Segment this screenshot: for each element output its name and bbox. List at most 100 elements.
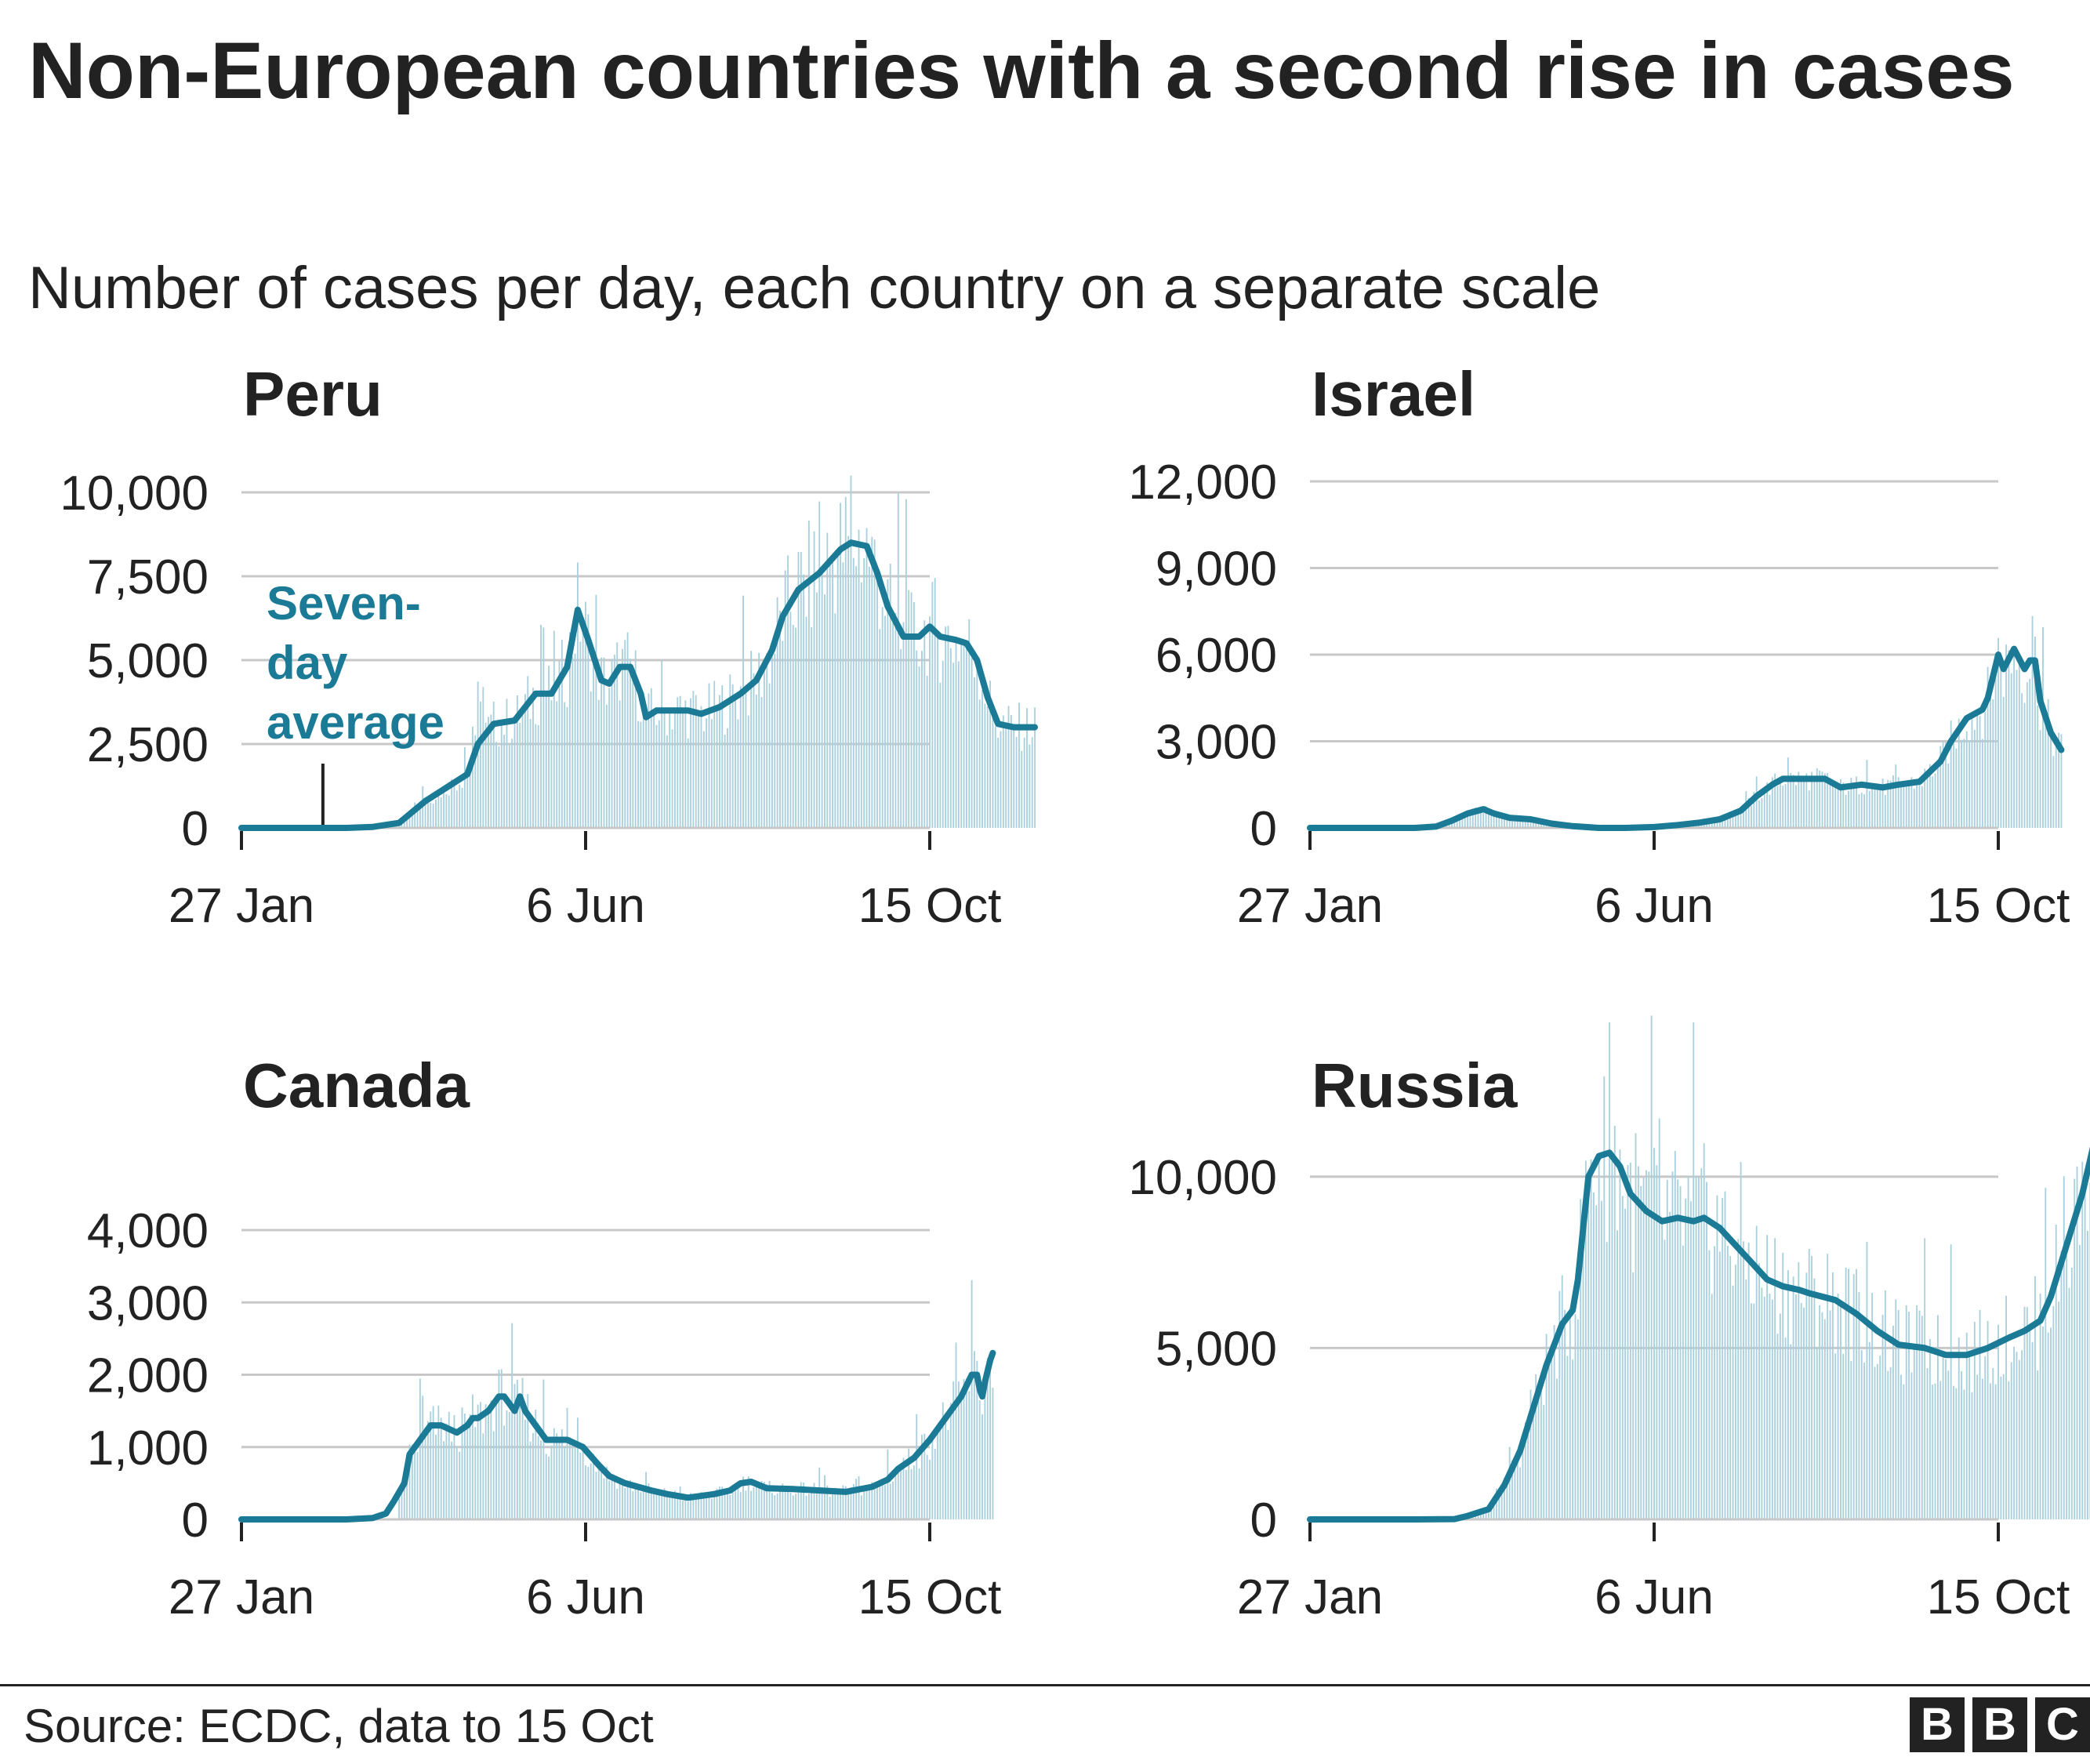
daily-case-bar [952,1381,955,1519]
daily-case-bar [813,531,815,828]
daily-case-bar [1005,724,1007,828]
daily-case-bar [1504,815,1505,828]
daily-case-bar [1026,708,1028,828]
daily-case-bar [2076,1167,2078,1519]
daily-case-bar [406,818,408,828]
daily-case-bar [1514,1465,1516,1519]
daily-case-bar [1984,1356,1987,1519]
daily-case-bar [1587,1179,1590,1519]
daily-case-bar [994,726,996,828]
daily-case-bar [548,666,550,828]
daily-case-bar [508,743,510,828]
daily-case-bar [1613,1125,1616,1519]
daily-case-bar [579,641,582,828]
daily-case-bar [768,1480,771,1519]
daily-case-bar [1751,805,1752,828]
daily-case-bar [513,1384,516,1519]
daily-case-bar [532,688,534,828]
daily-case-bar [800,1482,802,1519]
daily-case-bar [1753,1303,1755,1519]
daily-case-bar [1892,1325,1894,1519]
daily-case-bar [2021,1350,2023,1519]
daily-case-bar [1953,1385,1954,1519]
daily-case-bar [1811,1255,1812,1519]
daily-case-bar [2039,1293,2041,1519]
daily-case-bar [1863,1362,1866,1519]
daily-case-bar [1540,821,1542,828]
daily-case-bar [1784,784,1787,828]
daily-case-bar [811,626,813,828]
daily-case-bar [1848,1269,1849,1519]
daily-case-bar [1648,1171,1650,1519]
daily-case-bar [2047,699,2049,828]
daily-case-bar [490,714,492,828]
daily-case-bar [1646,1170,1647,1519]
daily-case-bar [1913,1348,1915,1519]
daily-case-bar [1926,773,1929,828]
daily-case-bar [1819,770,1821,828]
daily-case-bar [571,656,574,828]
daily-case-bar [492,1431,495,1519]
x-tick-label: 6 Jun [1595,879,1714,933]
daily-case-bar [1498,1493,1500,1519]
daily-case-bar [1805,1272,1808,1519]
daily-case-bar [488,1414,489,1519]
daily-case-bar [574,653,576,828]
daily-case-bar [1924,768,1926,828]
daily-case-bar [490,1400,492,1519]
daily-case-bar [1968,1352,1971,1519]
daily-case-bar [687,1501,689,1519]
panel-title: Israel [1312,359,1475,429]
daily-case-bar [1745,1279,1747,1519]
daily-case-bar [1564,1309,1566,1519]
daily-case-bar [1500,1484,1503,1519]
daily-case-bar [1516,1457,1519,1519]
daily-case-bar [2087,1230,2088,1519]
daily-case-bar [455,1446,458,1519]
daily-case-bar [605,1466,608,1519]
daily-case-bar [1769,794,1771,828]
daily-case-bar [1566,1356,1569,1519]
daily-case-bar [566,1407,568,1519]
daily-case-bar [1461,815,1464,828]
bbc-logo-letter: B [1972,1697,2027,1752]
daily-case-bar [564,1446,566,1519]
daily-case-bar [1852,1274,1855,1519]
daily-case-bar [474,1427,477,1519]
daily-case-bar [963,1379,965,1519]
daily-case-bar [2029,1323,2031,1519]
daily-case-bar [666,735,668,828]
daily-case-bar [721,685,724,828]
daily-case-bar [1963,739,1965,828]
daily-case-bar [718,695,720,828]
daily-case-bar [593,1454,594,1519]
daily-case-bar [811,1493,813,1519]
daily-case-bar [1787,757,1789,828]
daily-case-bar [1487,1508,1489,1519]
daily-case-bar [1874,785,1876,828]
daily-case-bar [807,1494,810,1519]
daily-case-bar [1506,1481,1508,1519]
daily-case-bar [968,1391,971,1519]
daily-case-bar [671,729,673,828]
daily-case-bar [1524,1422,1526,1519]
daily-case-bar [553,1428,555,1519]
daily-case-bar [887,579,889,828]
daily-case-bar [2070,1267,2073,1519]
daily-case-bar [1013,724,1015,828]
daily-case-bar [1837,1294,1839,1519]
daily-case-bar [834,1487,836,1519]
daily-case-bar [960,1391,963,1519]
daily-case-bar [945,1422,947,1519]
daily-case-bar [1771,777,1773,828]
daily-case-bar [1002,715,1004,828]
daily-case-bar [582,631,584,828]
daily-case-bar [1619,1149,1621,1519]
daily-case-bar [579,1452,582,1519]
daily-case-bar [1897,1309,1900,1519]
daily-case-bar [1792,775,1794,828]
daily-case-bar [574,1448,576,1519]
daily-case-bar [1963,1389,1965,1519]
daily-case-bar [2008,650,2010,828]
daily-case-bar [1803,1307,1805,1519]
